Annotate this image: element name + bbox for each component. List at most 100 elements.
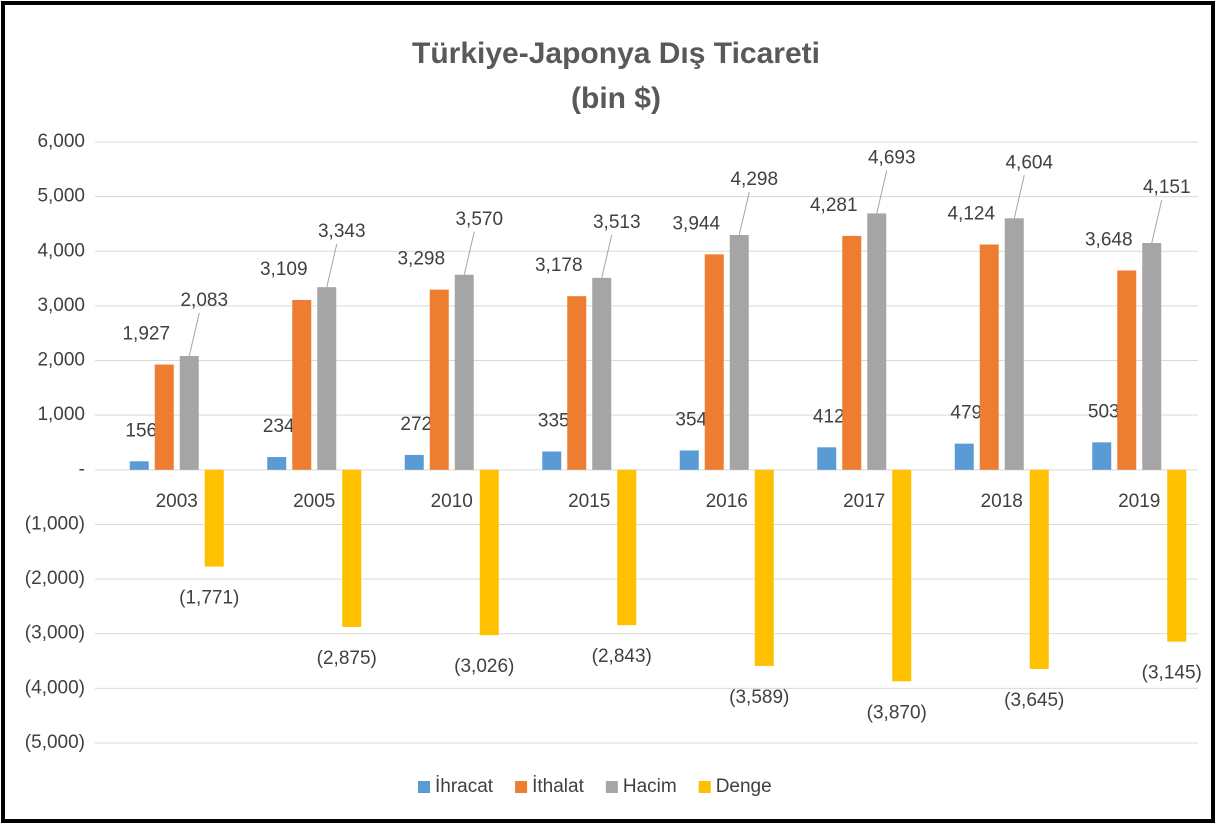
data-label: 2,083 — [180, 290, 228, 311]
y-tick-label: - — [79, 459, 85, 480]
legend-swatch — [515, 781, 528, 793]
leader-line — [1151, 199, 1163, 244]
bar — [129, 461, 149, 470]
data-label: 412 — [813, 406, 845, 427]
bar — [429, 289, 449, 470]
bar — [867, 213, 887, 470]
bar — [1117, 270, 1137, 470]
y-tick-label: 1,000 — [37, 404, 85, 425]
bar — [542, 451, 562, 470]
data-label: 3,343 — [318, 221, 366, 242]
x-tick-label: 2018 — [981, 491, 1023, 512]
y-tick-label: 3,000 — [37, 295, 85, 316]
x-tick-label: 2003 — [156, 491, 198, 512]
data-label: 4,151 — [1143, 177, 1191, 198]
bar — [954, 443, 974, 470]
y-tick-label: (5,000) — [25, 732, 85, 753]
bar — [154, 364, 174, 470]
y-tick-label: (3,000) — [25, 623, 85, 644]
data-label: 272 — [400, 414, 432, 435]
data-label: 4,298 — [730, 169, 778, 190]
data-label: 3,513 — [593, 212, 641, 233]
data-label: 3,178 — [535, 255, 583, 276]
data-label: 234 — [263, 416, 295, 437]
y-tick-label: 5,000 — [37, 186, 85, 207]
data-label: 3,570 — [455, 209, 503, 230]
bar — [979, 244, 999, 470]
bar — [892, 469, 912, 682]
y-tick-label: (4,000) — [25, 677, 85, 698]
bar — [817, 447, 837, 470]
bar — [1167, 469, 1187, 642]
bar — [267, 457, 287, 470]
data-label: 3,648 — [1085, 230, 1133, 251]
data-label: 4,693 — [868, 147, 916, 168]
bar — [842, 235, 862, 470]
data-label: (3,870) — [867, 702, 927, 723]
bar — [704, 254, 724, 470]
data-label: (3,645) — [1004, 690, 1064, 711]
bar — [1029, 469, 1049, 669]
bar — [592, 277, 612, 470]
leader-line — [463, 231, 475, 275]
legend-label: Denge — [716, 776, 772, 797]
data-label: 4,281 — [810, 195, 858, 216]
legend-swatch — [605, 781, 618, 793]
y-tick-label: (1,000) — [25, 513, 85, 534]
data-label: (3,589) — [729, 687, 789, 708]
data-label: 335 — [538, 411, 570, 432]
chart-subtitle: (bin $) — [571, 82, 661, 115]
x-tick-label: 2010 — [431, 491, 473, 512]
data-label: 503 — [1088, 401, 1120, 422]
data-label: (3,145) — [1142, 663, 1202, 684]
data-label: 3,298 — [397, 249, 445, 270]
legend-label: İthalat — [532, 776, 584, 797]
bar — [204, 469, 224, 567]
bar — [679, 450, 699, 470]
x-tick-label: 2005 — [293, 491, 335, 512]
data-label: 1,927 — [122, 324, 170, 345]
x-tick-label: 2015 — [568, 491, 610, 512]
legend-swatch — [698, 781, 711, 793]
x-tick-label: 2016 — [706, 491, 748, 512]
data-label: (2,875) — [317, 648, 377, 669]
data-label: 3,109 — [260, 259, 308, 280]
bar — [317, 287, 337, 470]
y-tick-label: (2,000) — [25, 568, 85, 589]
bar — [617, 469, 637, 626]
data-label: 354 — [675, 409, 707, 430]
bar — [454, 274, 474, 470]
bar — [754, 469, 774, 666]
bar — [404, 454, 424, 470]
bar — [729, 234, 749, 470]
y-tick-label: 4,000 — [37, 240, 85, 261]
data-label: 156 — [125, 420, 157, 441]
y-tick-label: 6,000 — [37, 131, 85, 152]
bar — [567, 296, 587, 470]
bar — [1092, 442, 1112, 470]
leader-line — [188, 312, 200, 357]
data-label: 479 — [950, 403, 982, 424]
leader-line — [326, 244, 338, 288]
bar — [479, 469, 499, 636]
data-label: (1,771) — [179, 588, 239, 609]
bar — [1004, 218, 1024, 470]
bar — [1142, 243, 1162, 470]
data-label: (3,026) — [454, 656, 514, 677]
data-label: 3,944 — [672, 213, 720, 234]
leader-line — [876, 170, 888, 214]
x-tick-label: 2017 — [843, 491, 885, 512]
chart-title: Türkiye-Japonya Dış Ticareti — [412, 37, 820, 70]
bar — [342, 469, 362, 627]
data-label: 4,124 — [947, 204, 995, 225]
x-tick-label: 2019 — [1118, 491, 1160, 512]
leader-line — [738, 191, 750, 236]
legend-label: Hacim — [623, 776, 677, 797]
y-tick-label: 2,000 — [37, 350, 85, 371]
legend-swatch — [418, 781, 430, 793]
bar — [292, 299, 312, 470]
legend-label: İhracat — [435, 776, 494, 797]
leader-line — [601, 234, 613, 278]
data-label: (2,843) — [592, 646, 652, 667]
